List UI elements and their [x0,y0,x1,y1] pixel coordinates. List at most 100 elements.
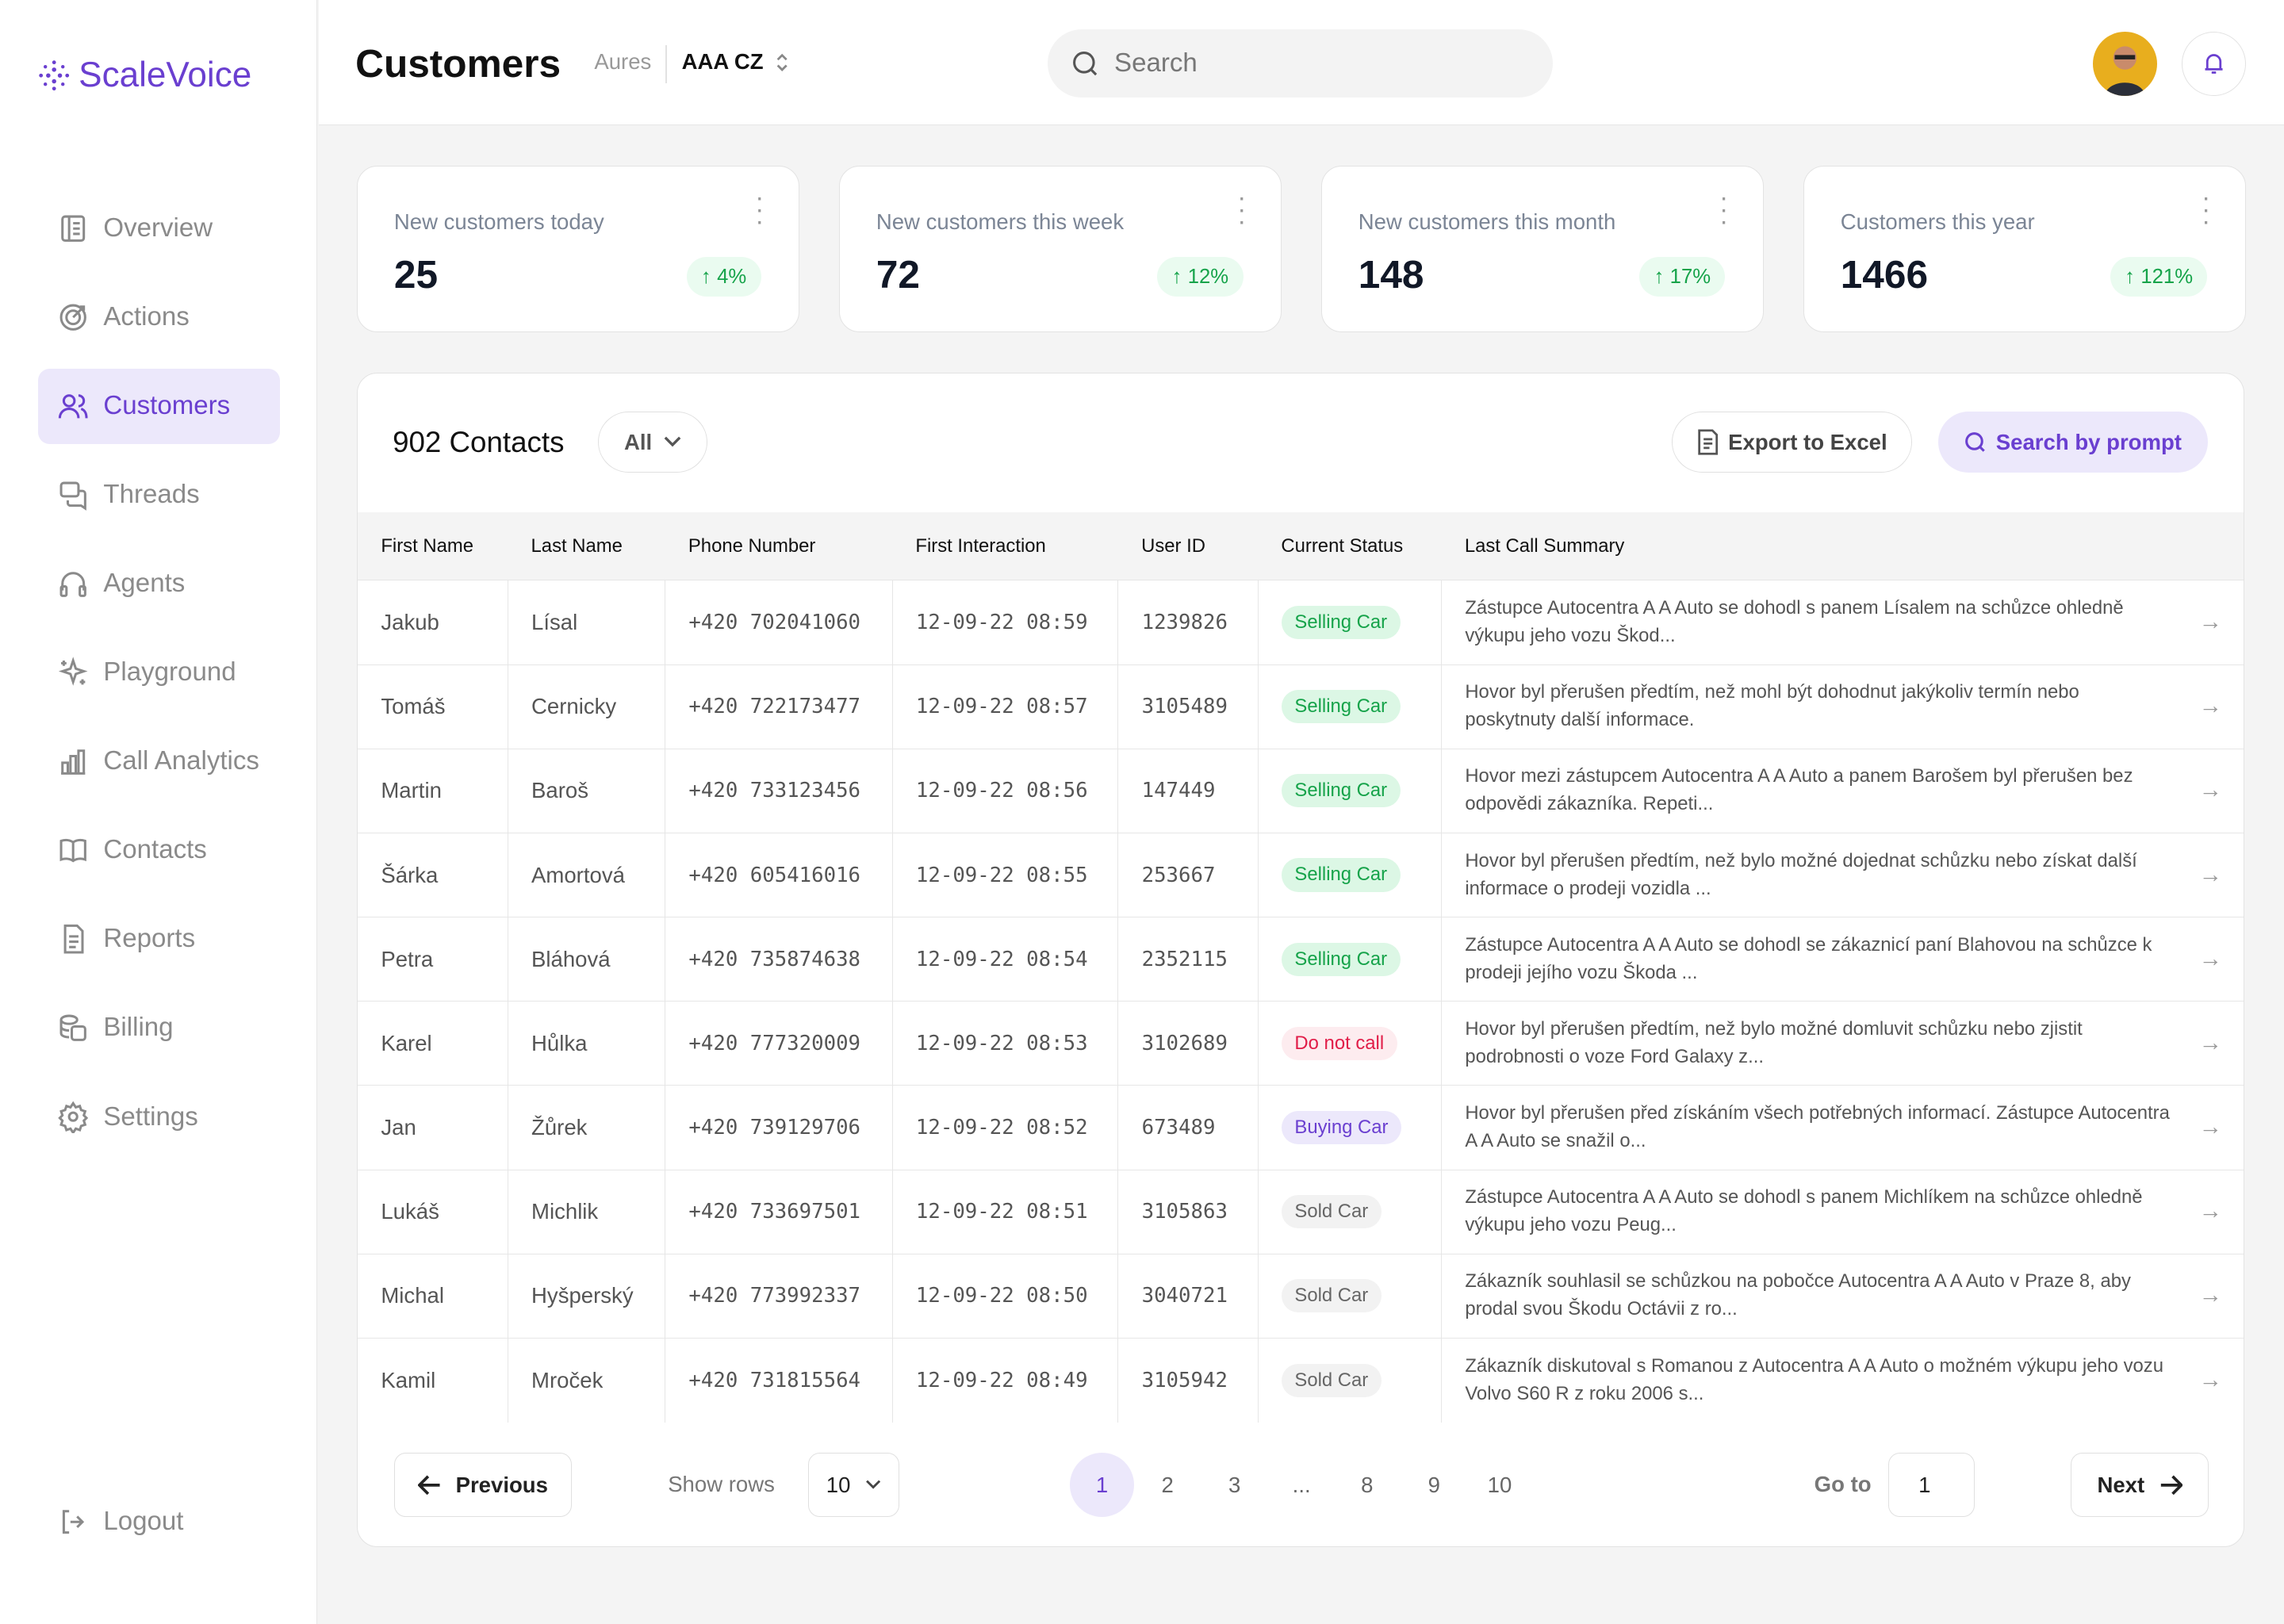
phone-number: +420 739129706 [665,1085,893,1170]
book-icon [59,839,86,863]
page-1[interactable]: 1 [1070,1453,1134,1517]
search-by-prompt-button[interactable]: Search by prompt [1937,411,2208,473]
logout-label: Logout [103,1507,184,1537]
more-options-icon[interactable]: · · · [2202,183,2211,236]
last-name: Cernicky [508,664,666,749]
call-summary: Zákazník souhlasil se schůzkou na pobočc… [1465,1270,2131,1320]
change-value: 121% [2140,265,2194,288]
arrow-right-icon[interactable]: → [2198,1366,2222,1393]
filter-dropdown[interactable]: All [598,411,707,473]
table-row[interactable]: Kamil Mroček +420 731815564 12-09-22 08:… [357,1337,2244,1423]
arrow-up-icon: ↑ [1654,265,1665,288]
arrow-right-icon[interactable]: → [2198,1113,2222,1140]
arrow-right-icon[interactable]: → [2198,1281,2222,1308]
sidebar-item-settings[interactable]: Settings [38,1079,280,1155]
org-breadcrumb[interactable]: Aures [594,49,652,75]
logo[interactable]: ScaleVoice [38,56,251,95]
first-interaction: 12-09-22 08:52 [892,1085,1119,1170]
table-row[interactable]: Michal Hyšperský +420 773992337 12-09-22… [357,1253,2244,1339]
sidebar-item-playground[interactable]: Playground [38,635,280,711]
sidebar: ScaleVoice Overview Actions Customers Threa… [0,0,318,1624]
table-row[interactable]: Šárka Amortová +420 605416016 12-09-22 0… [357,832,2244,917]
table-row[interactable]: Tomáš Cernicky +420 722173477 12-09-22 0… [357,664,2244,749]
status-badge: Selling Car [1281,942,1401,976]
sidebar-item-label: Agents [103,569,186,599]
page-10[interactable]: 10 [1487,1472,1512,1497]
table-row[interactable]: Karel Hůlka +420 777320009 12-09-22 08:5… [357,1001,2244,1086]
first-name: Jan [357,1085,508,1170]
sidebar-item-customers[interactable]: Customers [37,368,280,445]
stat-label: New customers today [393,209,604,234]
column-header[interactable]: Last Name [508,511,665,580]
sidebar-item-threads[interactable]: Threads [38,458,280,534]
goto-page-input[interactable]: 1 [1888,1453,1975,1517]
column-header[interactable]: Phone Number [665,511,893,580]
arrow-right-icon[interactable]: → [2198,1029,2222,1056]
avatar[interactable] [2093,32,2158,97]
page-9[interactable]: 9 [1428,1472,1440,1497]
arrow-right-icon[interactable]: → [2198,861,2222,888]
column-header[interactable]: User ID [1117,511,1259,580]
last-name: Hůlka [508,1001,666,1086]
page-3[interactable]: 3 [1228,1472,1241,1497]
overview-icon [60,215,85,243]
first-interaction: 12-09-22 08:59 [892,580,1119,665]
table-row[interactable]: Lukáš Michlik +420 733697501 12-09-22 08… [357,1169,2244,1254]
sidebar-item-reports[interactable]: Reports [38,902,280,978]
first-name: Martin [357,748,508,833]
table-row[interactable]: Petra Bláhová +420 735874638 12-09-22 08… [357,917,2244,1002]
last-name: Bláhová [508,917,666,1002]
arrow-right-icon[interactable]: → [2198,776,2222,803]
more-options-icon[interactable]: · · · [1719,183,1729,236]
sidebar-item-call-analytics[interactable]: Call Analytics [38,724,280,800]
phone-number: +420 777320009 [665,1001,893,1086]
arrow-right-icon[interactable]: → [2198,692,2222,719]
first-interaction: 12-09-22 08:54 [892,917,1119,1002]
column-header[interactable]: Current Status [1258,511,1442,580]
sidebar-item-label: Overview [103,213,213,243]
chevron-down-icon [865,1480,880,1489]
user-id: 253667 [1117,832,1259,917]
notifications-button[interactable] [2182,32,2247,97]
page-8[interactable]: 8 [1361,1472,1374,1497]
next-button[interactable]: Next [2070,1453,2209,1517]
arrow-right-icon[interactable]: → [2198,945,2222,972]
sidebar-item-overview[interactable]: Overview [38,191,280,267]
user-id: 673489 [1117,1085,1259,1170]
sidebar-item-label: Call Analytics [103,746,259,776]
table-row[interactable]: Martin Baroš +420 733123456 12-09-22 08:… [357,748,2244,833]
sidebar-item-billing[interactable]: Billing [38,990,280,1067]
rows-per-page-select[interactable]: 10 [807,1453,900,1517]
column-header[interactable]: First Name [357,511,508,580]
phone-number: +420 773992337 [665,1253,893,1339]
page-2[interactable]: 2 [1161,1472,1174,1497]
sidebar-item-agents[interactable]: Agents [38,546,280,622]
sidebar-item-contacts[interactable]: Contacts [38,813,280,889]
column-header[interactable]: First Interaction [892,511,1118,580]
arrow-right-icon[interactable]: → [2198,608,2222,635]
org-selector[interactable]: AAA CZ [682,49,790,75]
org-selected: AAA CZ [681,49,764,75]
stat-value: 148 [1358,251,1424,297]
sidebar-item-actions[interactable]: Actions [38,280,280,356]
table-row[interactable]: Jan Žůrek +420 739129706 12-09-22 08:52 … [357,1085,2244,1170]
arrow-up-icon: ↑ [2125,265,2135,288]
change-badge: ↑ 4% [686,257,761,297]
more-options-icon[interactable]: · · · [1237,183,1247,236]
stat-card: Customers this year 1466 · · · ↑ 121% [1803,166,2247,332]
arrow-right-icon[interactable]: → [2198,1197,2222,1224]
phone-number: +420 733697501 [665,1169,893,1254]
export-to-excel-button[interactable]: Export to Excel [1671,411,1912,473]
table-row[interactable]: Jakub Lísal +420 702041060 12-09-22 08:5… [357,580,2244,665]
logo-dots-icon [39,59,69,90]
last-name: Michlik [508,1169,666,1254]
search-input[interactable]: Search [1047,29,1553,98]
last-name: Amortová [508,832,666,917]
more-options-icon[interactable]: · · · [755,183,765,236]
user-id: 3040721 [1117,1253,1259,1339]
column-header[interactable]: Last Call Summary [1441,511,2244,580]
first-interaction: 12-09-22 08:57 [892,664,1119,749]
previous-button[interactable]: Previous [393,1453,572,1517]
stat-value: 25 [393,251,439,297]
logout-button[interactable]: Logout [38,1484,280,1561]
